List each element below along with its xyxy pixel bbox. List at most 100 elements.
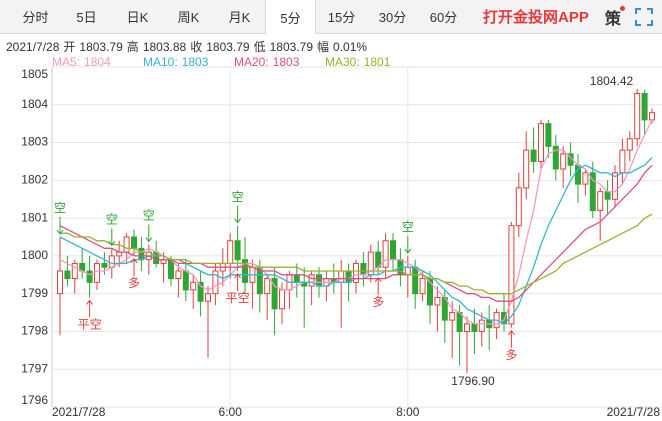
y-tick-label: 1802 [21, 173, 48, 187]
candle-body [434, 296, 441, 306]
ma-line [60, 213, 653, 295]
candle-body [619, 149, 626, 174]
candle-body [293, 274, 300, 283]
max-label: 1804.42 [590, 74, 634, 88]
y-tick-label: 1804 [21, 97, 48, 111]
period-tabs: 分时 5日 日K 周K 月K 5分 15分 30分 60分 [10, 0, 469, 34]
candle-body [478, 319, 485, 332]
candle-body [168, 259, 174, 280]
signal-label: 多 [128, 276, 140, 290]
candle-body [205, 293, 211, 302]
x-tick-label: 2021/7/28 [52, 405, 106, 419]
period-tab[interactable]: 5日 [76, 10, 97, 25]
app-link[interactable]: 打开金投网APP [483, 9, 589, 26]
candle-body [57, 270, 63, 295]
candle-body [360, 262, 367, 276]
y-tick-label: 1800 [21, 248, 48, 262]
candle-body [279, 289, 285, 310]
signal-label: 平空 [78, 318, 102, 332]
candle-body [71, 262, 78, 280]
y-tick-label: 1801 [21, 210, 48, 224]
badge-dot [619, 6, 625, 11]
signal-label: 空 [232, 190, 244, 204]
candle-body [538, 123, 544, 162]
ma-legend: MA5 1804 MA10 1803MA201803MA301801 [52, 55, 416, 69]
period-tab[interactable]: 日K [126, 10, 149, 25]
candle-body [589, 172, 596, 212]
candle-body [456, 312, 463, 332]
field-label: 低 [253, 40, 266, 54]
y-tick-label: 1798 [21, 324, 48, 338]
candle-body [545, 123, 552, 147]
period-tab[interactable]: 30分 [378, 10, 407, 25]
ma-line [59, 164, 653, 302]
field-value: 1803.79 [269, 40, 314, 54]
signal-arrow [404, 235, 412, 254]
candle-body [234, 240, 241, 261]
candle-body [242, 259, 248, 283]
field-label: 幅 [317, 40, 330, 54]
legend-value: 1801 [363, 55, 391, 69]
legend-name: MA20 [234, 55, 269, 69]
field-label: 收 [190, 40, 203, 54]
period-tab[interactable]: 分时 [22, 10, 49, 25]
legend-name: MA10 [143, 55, 178, 69]
candle-body [108, 255, 115, 268]
candle-body [649, 112, 655, 121]
signal-arrow [86, 299, 93, 318]
candle-body [138, 247, 145, 261]
signal-label: 空 [106, 213, 118, 227]
strategy-label: 策 [604, 10, 621, 28]
candle-body [316, 274, 322, 287]
period-tab[interactable]: 15分 [327, 10, 356, 25]
period-tab[interactable]: 60分 [429, 10, 458, 25]
candle-body [345, 270, 352, 283]
legend-item: MA301801 [325, 55, 416, 69]
fullscreen-button[interactable] [634, 0, 653, 33]
candle-body [523, 149, 530, 189]
signal-label: 空 [402, 220, 414, 234]
field-value: 1803.88 [142, 40, 187, 54]
candle-body [175, 270, 182, 280]
candle-body [612, 172, 618, 200]
legend-value: 1803 [272, 55, 300, 69]
legend-item: MA5 1804 [52, 55, 143, 69]
candle-body [604, 191, 611, 200]
candle-body [131, 236, 137, 249]
candle-body [153, 251, 160, 264]
candle-body [626, 138, 633, 151]
legend-item: MA201803 [234, 55, 325, 69]
legend-value: 1804 [84, 55, 111, 69]
candle-body [390, 240, 396, 261]
candle-body [64, 270, 71, 280]
period-tab[interactable]: 月K [228, 10, 251, 25]
strategy-button[interactable]: 策 [604, 0, 625, 33]
signal-arrow [56, 217, 64, 235]
signal-arrow [145, 224, 153, 243]
candle-body [86, 270, 93, 283]
y-tick-label: 1796 [21, 393, 48, 407]
signal-arrow [108, 228, 116, 247]
field-value: 0.01% [333, 40, 368, 54]
field-value: 1803.79 [79, 40, 123, 54]
signal-arrow [234, 205, 241, 224]
period-tab[interactable]: 5分 [265, 0, 316, 34]
y-tick-label: 1799 [21, 286, 48, 300]
candle-body [264, 278, 271, 295]
candle-body [634, 92, 641, 140]
quote-info: 2021/7/28 开 1803.79 高 1803.88 收 1803.79 低 1803.7… [6, 38, 371, 55]
signal-label: 多 [505, 348, 517, 362]
candle-body [515, 187, 522, 227]
signal-arrow [130, 258, 138, 276]
signal-arrow [374, 276, 382, 295]
legend-name: MA5 [52, 55, 80, 69]
signal-arrow [508, 329, 515, 348]
candle-body [271, 278, 278, 310]
candle-body [382, 240, 389, 268]
signal-label: 空 [143, 209, 155, 223]
min-label: 1796.90 [451, 374, 495, 388]
period-tab[interactable]: 周K [177, 10, 200, 25]
signal-label: 空 [54, 201, 66, 215]
